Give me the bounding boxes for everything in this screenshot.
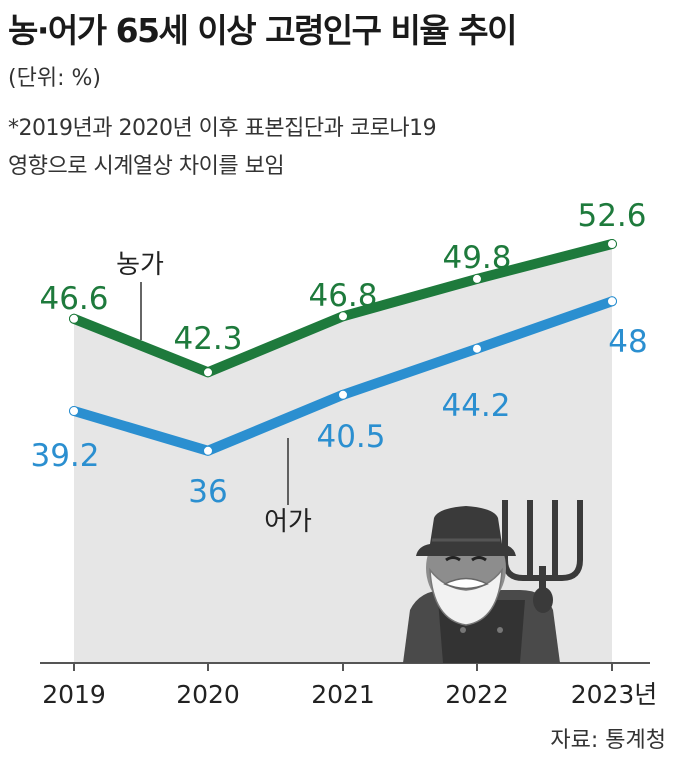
series-name-fish: 어가 xyxy=(264,507,312,537)
x-tick-label: 2019 xyxy=(42,680,106,709)
x-axis: 2019 2020 2021 2022 2023년 xyxy=(40,662,658,709)
value-label-fish: 36 xyxy=(188,474,227,510)
value-label-farm: 52.6 xyxy=(577,198,646,234)
data-point xyxy=(203,445,213,456)
x-tick-label: 2023년 xyxy=(571,680,658,709)
value-label-fish: 40.5 xyxy=(316,419,385,455)
data-point xyxy=(69,406,79,416)
data-point xyxy=(607,239,617,249)
data-point xyxy=(203,367,213,378)
data-point xyxy=(338,311,348,322)
data-point xyxy=(69,313,79,324)
fisherman-illustration xyxy=(403,500,583,663)
chart-title: 농·어가 65세 이상 고령인구 비율 추이 xyxy=(8,11,517,50)
unit-label: (단위: %) xyxy=(8,66,101,91)
x-tick-label: 2022 xyxy=(445,680,509,709)
value-label-fish: 44.2 xyxy=(441,388,510,424)
data-point xyxy=(607,296,617,307)
value-label-fish: 48 xyxy=(608,324,647,360)
data-point xyxy=(472,343,482,354)
x-tick-label: 2021 xyxy=(311,680,375,709)
value-label-fish: 39.2 xyxy=(30,438,99,474)
footnote-line-2: 영향으로 시계열상 차이를 보임 xyxy=(8,154,285,179)
data-point xyxy=(472,273,482,284)
data-point xyxy=(338,389,348,400)
series-name-farm: 농가 xyxy=(116,250,164,280)
series-lines xyxy=(69,239,617,456)
value-label-farm: 46.8 xyxy=(308,278,377,314)
source-label: 자료: 통계청 xyxy=(550,728,666,753)
footnote: *2019년과 2020년 이후 표본집단과 코로나19 영향으로 시계열상 차… xyxy=(8,110,437,186)
footnote-line-1: *2019년과 2020년 이후 표본집단과 코로나19 xyxy=(8,116,437,141)
x-tick-label: 2020 xyxy=(176,680,240,709)
value-label-farm: 46.6 xyxy=(39,281,108,317)
value-label-farm: 49.8 xyxy=(442,240,511,276)
value-label-farm: 42.3 xyxy=(173,321,242,357)
